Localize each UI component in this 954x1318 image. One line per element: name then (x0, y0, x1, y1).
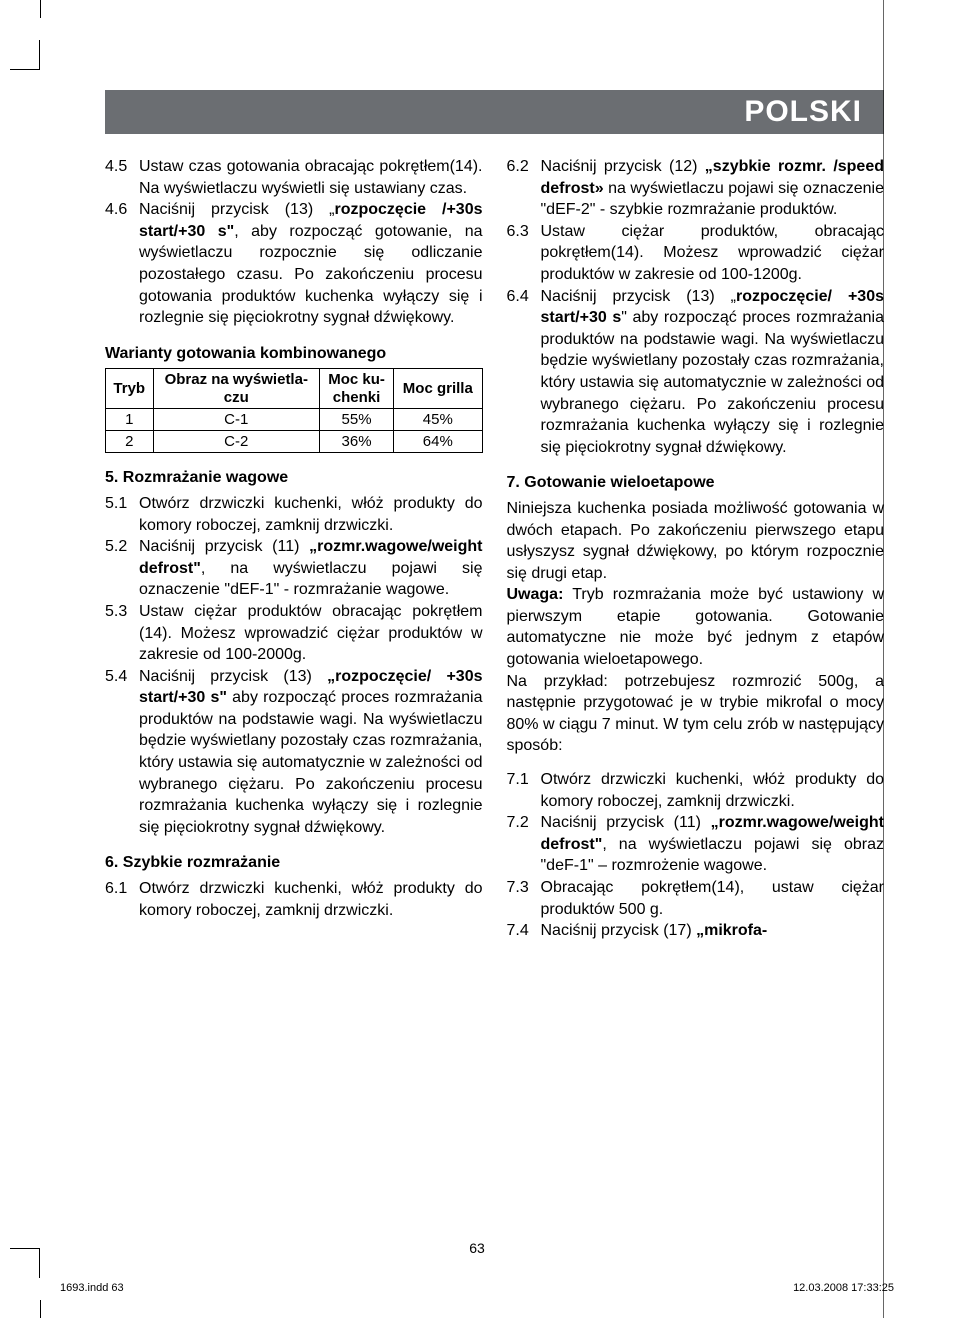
table-cell: 64% (394, 431, 482, 453)
table-cell: 2 (106, 431, 154, 453)
right-column: 6.2Naciśnij przycisk (12) „szybkie rozmr… (507, 156, 885, 942)
list-item: 6.3Ustaw ciężar produktów, obracając pok… (507, 221, 885, 286)
table-cell: C-2 (153, 431, 319, 453)
left-column: 4.5Ustaw czas gotowania obracając pokręt… (105, 156, 483, 942)
item-text: Naciśnij przycisk (13) „rozpoczęcie/ +30… (139, 666, 483, 839)
section-7-para3: Na przykład: potrzebujesz rozmrozić 500g… (507, 671, 885, 757)
list-item: 7.2Naciśnij przycisk (11) „rozmr.wagowe/… (507, 812, 885, 877)
table-header: Obraz na wyświetla-czu (153, 369, 319, 409)
item-number: 6.1 (105, 878, 139, 921)
item-number: 6.2 (507, 156, 541, 221)
table-cell: 45% (394, 408, 482, 430)
item-text: Naciśnij przycisk (13) „rozpoczęcie/ +30… (541, 286, 885, 459)
table-row: 2C-236%64% (106, 431, 483, 453)
right-margin-line (883, 0, 884, 1318)
item-text: Otwórz drzwiczki kuchenki, włóż produkty… (139, 493, 483, 536)
list-item: 6.1Otwórz drzwiczki kuchenki, włóż produ… (105, 878, 483, 921)
item-text: Otwórz drzwiczki kuchenki, włóż produkty… (541, 769, 885, 812)
section-7-para2: Uwaga: Tryb rozmrażania może być ustawio… (507, 584, 885, 670)
crop-mark-tl (10, 40, 40, 70)
item-text: Naciśnij przycisk (11) „rozmr.wagowe/wei… (139, 536, 483, 601)
item-number: 6.3 (507, 221, 541, 286)
section-5-title: 5. Rozmrażanie wagowe (105, 467, 483, 489)
item-number: 6.4 (507, 286, 541, 459)
table-header: Moc grilla (394, 369, 482, 409)
footer-right: 12.03.2008 17:33:25 (793, 1282, 894, 1294)
table-cell: C-1 (153, 408, 319, 430)
item-number: 5.4 (105, 666, 139, 839)
list-item: 5.1Otwórz drzwiczki kuchenki, włóż produ… (105, 493, 483, 536)
item-number: 5.2 (105, 536, 139, 601)
list-item: 5.4Naciśnij przycisk (13) „rozpoczęcie/ … (105, 666, 483, 839)
item-text: Naciśnij przycisk (13) „rozpoczęcie /+30… (139, 199, 483, 329)
item-number: 5.3 (105, 601, 139, 666)
list-item: 6.4Naciśnij przycisk (13) „rozpoczęcie/ … (507, 286, 885, 459)
item-text: Ustaw ciężar produktów, obracając pokręt… (541, 221, 885, 286)
section-7-para1: Niniejsza kuchenka posiada możliwość got… (507, 498, 885, 584)
item-number: 7.1 (507, 769, 541, 812)
combi-title: Warianty gotowania kombinowanego (105, 343, 483, 365)
table-cell: 1 (106, 408, 154, 430)
item-number: 7.3 (507, 877, 541, 920)
footer-left: 1693.indd 63 (60, 1282, 124, 1294)
item-text: Naciśnij przycisk (11) „rozmr.wagowe/wei… (541, 812, 885, 877)
item-number: 5.1 (105, 493, 139, 536)
language-banner: POLSKI (105, 90, 884, 134)
item-text: Otwórz drzwiczki kuchenki, włóż produkty… (139, 878, 483, 921)
list-item: 7.3Obracając pokrętłem(14), ustaw ciężar… (507, 877, 885, 920)
list-item: 6.2Naciśnij przycisk (12) „szybkie rozmr… (507, 156, 885, 221)
table-row: 1C-155%45% (106, 408, 483, 430)
table-cell: 36% (319, 431, 393, 453)
item-text: Ustaw czas gotowania obracając pokrętłem… (139, 156, 483, 199)
item-number: 4.6 (105, 199, 139, 329)
list-item: 7.4Naciśnij przycisk (17) „mikrofa- (507, 920, 885, 942)
list-item: 7.1Otwórz drzwiczki kuchenki, włóż produ… (507, 769, 885, 812)
table-cell: 55% (319, 408, 393, 430)
crop-tick-top (40, 0, 41, 18)
table-header: Moc ku-chenki (319, 369, 393, 409)
section-6-title: 6. Szybkie rozmrażanie (105, 852, 483, 874)
table-header: Tryb (106, 369, 154, 409)
list-item: 5.3Ustaw ciężar produktów obracając pokr… (105, 601, 483, 666)
item-text: Obracając pokrętłem(14), ustaw ciężar pr… (541, 877, 885, 920)
item-number: 4.5 (105, 156, 139, 199)
list-item: 4.5Ustaw czas gotowania obracając pokręt… (105, 156, 483, 199)
page-number: 63 (0, 1240, 954, 1256)
item-text: Ustaw ciężar produktów obracając pokrętł… (139, 601, 483, 666)
crop-tick-bottom (40, 1300, 41, 1318)
list-item: 4.6Naciśnij przycisk (13) „rozpoczęcie /… (105, 199, 483, 329)
combi-table: TrybObraz na wyświetla-czuMoc ku-chenkiM… (105, 368, 483, 453)
item-text: Naciśnij przycisk (12) „szybkie rozmr. /… (541, 156, 885, 221)
item-text: Naciśnij przycisk (17) „mikrofa- (541, 920, 885, 942)
section-7-title: 7. Gotowanie wieloetapowe (507, 472, 885, 494)
item-number: 7.2 (507, 812, 541, 877)
list-item: 5.2Naciśnij przycisk (11) „rozmr.wagowe/… (105, 536, 483, 601)
item-number: 7.4 (507, 920, 541, 942)
